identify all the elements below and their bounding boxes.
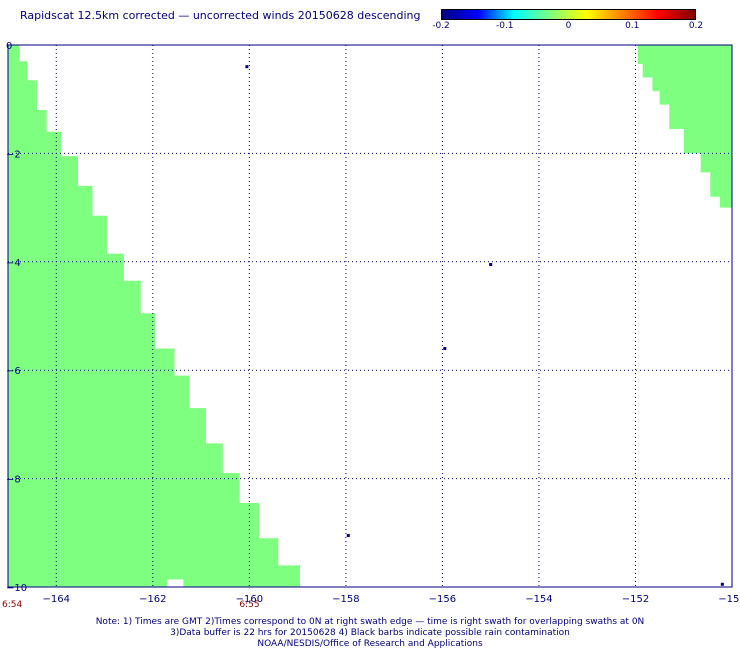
data-point	[245, 65, 249, 69]
x-tick-label: −160	[236, 594, 263, 605]
x-tick-label: −154	[525, 594, 552, 605]
data-point	[443, 347, 447, 351]
y-tick-label: 0	[6, 41, 12, 52]
note-line-2: 3)Data buffer is 22 hrs for 20150628 4) …	[170, 628, 570, 638]
data-point	[489, 263, 493, 267]
colorbar-tick-label: -0.2	[432, 21, 450, 31]
x-tick-label: −164	[43, 594, 70, 605]
chart-title: Rapidscat 12.5km corrected — uncorrected…	[20, 9, 421, 22]
y-tick-label: −8	[6, 475, 21, 486]
note-line-1: Note: 1) Times are GMT 2)Times correspon…	[95, 617, 645, 627]
data-point	[720, 582, 724, 586]
y-tick-label: −2	[6, 149, 21, 160]
pass-time-label: 6:54	[2, 600, 23, 610]
y-tick-label: −10	[6, 583, 27, 594]
x-tick-label: −156	[429, 594, 456, 605]
colorbar-tick-label: 0.1	[625, 21, 640, 31]
data-point	[346, 534, 350, 538]
y-tick-label: −4	[6, 258, 21, 269]
x-tick-label: −158	[332, 594, 359, 605]
colorbar-tick-label: 0.2	[688, 21, 704, 31]
note-line-3: NOAA/NESDIS/Office of Research and Appli…	[257, 639, 483, 649]
x-tick-label: −152	[622, 594, 649, 605]
swath-gap	[167, 579, 184, 587]
colorbar-tick-label: -0.1	[495, 21, 514, 31]
y-tick-label: −6	[6, 366, 21, 377]
plot-frame	[7, 44, 733, 588]
swath-right	[637, 45, 732, 208]
pass-time-label: 6:55	[239, 600, 260, 610]
colorbar	[441, 9, 696, 20]
x-tick-label: −150	[718, 594, 740, 605]
colorbar-tick-label: 0	[565, 21, 572, 31]
x-tick-label: −162	[139, 594, 166, 605]
swath-left	[8, 45, 320, 587]
